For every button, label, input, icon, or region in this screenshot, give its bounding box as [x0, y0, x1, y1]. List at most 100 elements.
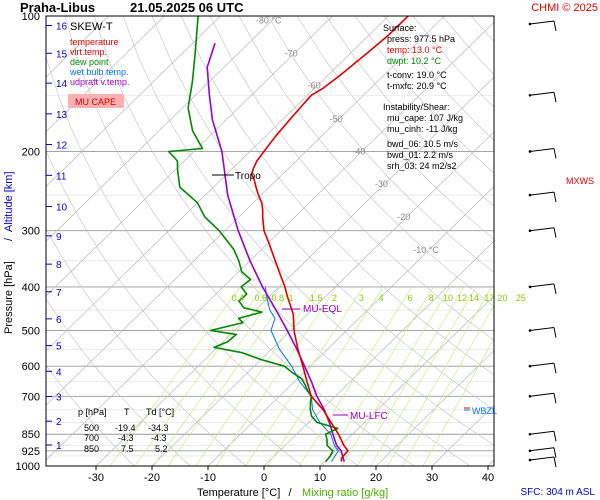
wind-barb-station [528, 364, 532, 368]
axes: 0.4 0.6 0.8 1 1.5 2 3 4 6 8 10 12 14 17 20 25-80 °C-70-… [16, 11, 526, 484]
mixing-ratio-label: 2 [332, 293, 337, 303]
mixing-ratio-labels: 0.4 0.6 0.8 1 1.5 2 3 4 6 8 10 12 14 17 20 25 [232, 293, 526, 303]
wind-barb [529, 20, 555, 25]
mixing-ratio-line [422, 337, 494, 466]
dry-adiabat [122, 16, 494, 446]
isotherm-line [207, 186, 494, 466]
instability-srh-03: srh_03: 24 m2/s2 [387, 161, 457, 171]
dry-adiabat [151, 16, 494, 411]
wind-barb-feather [553, 227, 557, 238]
surface-press: press: 977.5 hPa [387, 34, 455, 44]
mu-cape-badge-label: MU CAPE [75, 97, 116, 107]
x-tick-label: 0 [261, 472, 267, 484]
dry-adiabat [296, 16, 494, 240]
mixing-ratio-label: 3 [359, 293, 364, 303]
pressure-tick-label: 700 [22, 391, 40, 403]
mixing-ratio-label: 17 [484, 293, 494, 303]
table-cell: 5.2 [155, 444, 168, 454]
table-cell: -19.4 [115, 423, 136, 433]
altitude-tick-label: 6 [56, 315, 62, 326]
mixing-ratio-line [215, 286, 337, 466]
wind-barb-feather [553, 283, 557, 295]
level-table: p [hPa] T Td [°C] 500 -19.4 -34.3 700 -4… [78, 407, 174, 454]
mixing-ratio-line [299, 286, 413, 466]
dry-adiabat [180, 16, 494, 376]
wind-barb-feather [553, 393, 557, 404]
isotherm-label: -30 [375, 179, 388, 189]
table-header-p: p [hPa] [78, 407, 107, 417]
mixing-ratio-line [267, 286, 384, 466]
isotherm-label: -20 [397, 212, 410, 222]
dry-adiabat [46, 227, 247, 466]
dry-adiabat [558, 16, 600, 466]
altitude-tick-label: 16 [56, 22, 68, 33]
mixing-ratio-line [109, 286, 241, 466]
mixing-ratio-line [195, 286, 319, 466]
wind-barb [529, 91, 555, 96]
pressure-tick-label: 850 [22, 429, 40, 441]
dry-adiabat [93, 16, 471, 466]
mu-cape-badge [68, 94, 124, 108]
wind-barb-feather [553, 447, 557, 458]
mixing-ratio-label: 10 [443, 293, 453, 303]
surface-dwpt: dwpt: 10.2 °C [387, 56, 442, 66]
dry-adiabat [500, 16, 600, 466]
table-cell: -4.3 [118, 433, 134, 443]
instability-title: Instability/Shear: [383, 102, 450, 112]
x-tick-label: -20 [144, 472, 160, 484]
wind-barbs-column [528, 20, 557, 468]
x-axis-title: Temperature [°C] [197, 487, 280, 499]
mu-eql-label: MU-EQL [303, 304, 342, 315]
legend-updraft: udpraft v.temp. [70, 77, 129, 87]
altitude-tick-label: 13 [56, 110, 68, 121]
wind-barb-feather [553, 92, 557, 103]
mixing-ratio-label: 25 [516, 293, 526, 303]
pressure-tick-label: 300 [22, 226, 40, 238]
table-cell: 700 [84, 433, 99, 443]
pressure-tick-label: 600 [22, 361, 40, 373]
isotherm-line [46, 16, 165, 133]
table-cell: -4.3 [151, 433, 167, 443]
table-header-t: T [124, 407, 130, 417]
credit-text: CHMI © 2025 [531, 2, 598, 14]
mixing-ratio-label: 0.4 [232, 293, 245, 303]
pressure-tick-label: 400 [22, 282, 40, 294]
wind-barb [529, 283, 555, 288]
series-dew-point [167, 16, 339, 463]
sounding-datetime: 21.05.2025 06 UTC [130, 0, 244, 15]
isotherm-line [46, 16, 389, 352]
mixing-ratio-line [322, 286, 434, 466]
wind-barb [529, 327, 555, 332]
x-tick-label: -30 [88, 472, 104, 484]
wind-barb-feather [553, 148, 557, 159]
altitude-tick-label: 7 [56, 288, 62, 299]
altitude-tick-label: 5 [56, 342, 62, 353]
altitude-tick-label: 10 [56, 203, 68, 214]
station-title: Praha-Libus [20, 0, 95, 15]
wind-barb-feather [553, 431, 557, 442]
isotherm-label: -60 [308, 81, 321, 91]
isotherm-line [263, 240, 494, 466]
mixing-ratio-line [370, 286, 477, 466]
dry-adiabat [46, 365, 135, 466]
table-cell: -34.3 [148, 423, 169, 433]
isotherm-label: -40 [352, 146, 365, 156]
plot-frame [45, 15, 495, 467]
wind-barb-feather [553, 363, 557, 374]
wind-barb [529, 392, 555, 397]
y-axis-title: Pressure [hPa] [3, 261, 15, 334]
isotherm-line [46, 16, 221, 188]
isotherm-label: -80 °C [256, 16, 282, 26]
legend-title: SKEW-T [70, 21, 113, 33]
tropopause-label: Tropo [235, 171, 261, 182]
surface-t-conv: t-conv: 19.0 °C [387, 70, 447, 80]
mixing-ratio-label: 0.8 [271, 293, 284, 303]
mixing-ratio-line [341, 286, 451, 466]
mxws-label: MXWS [566, 176, 594, 186]
pressure-tick-label: 200 [22, 147, 40, 159]
pressure-tick-label: 1000 [16, 461, 40, 473]
wind-barb [529, 430, 555, 435]
isotherm-line [46, 21, 494, 461]
isotherm-line [487, 459, 494, 466]
mixing-ratio-line [134, 286, 264, 466]
